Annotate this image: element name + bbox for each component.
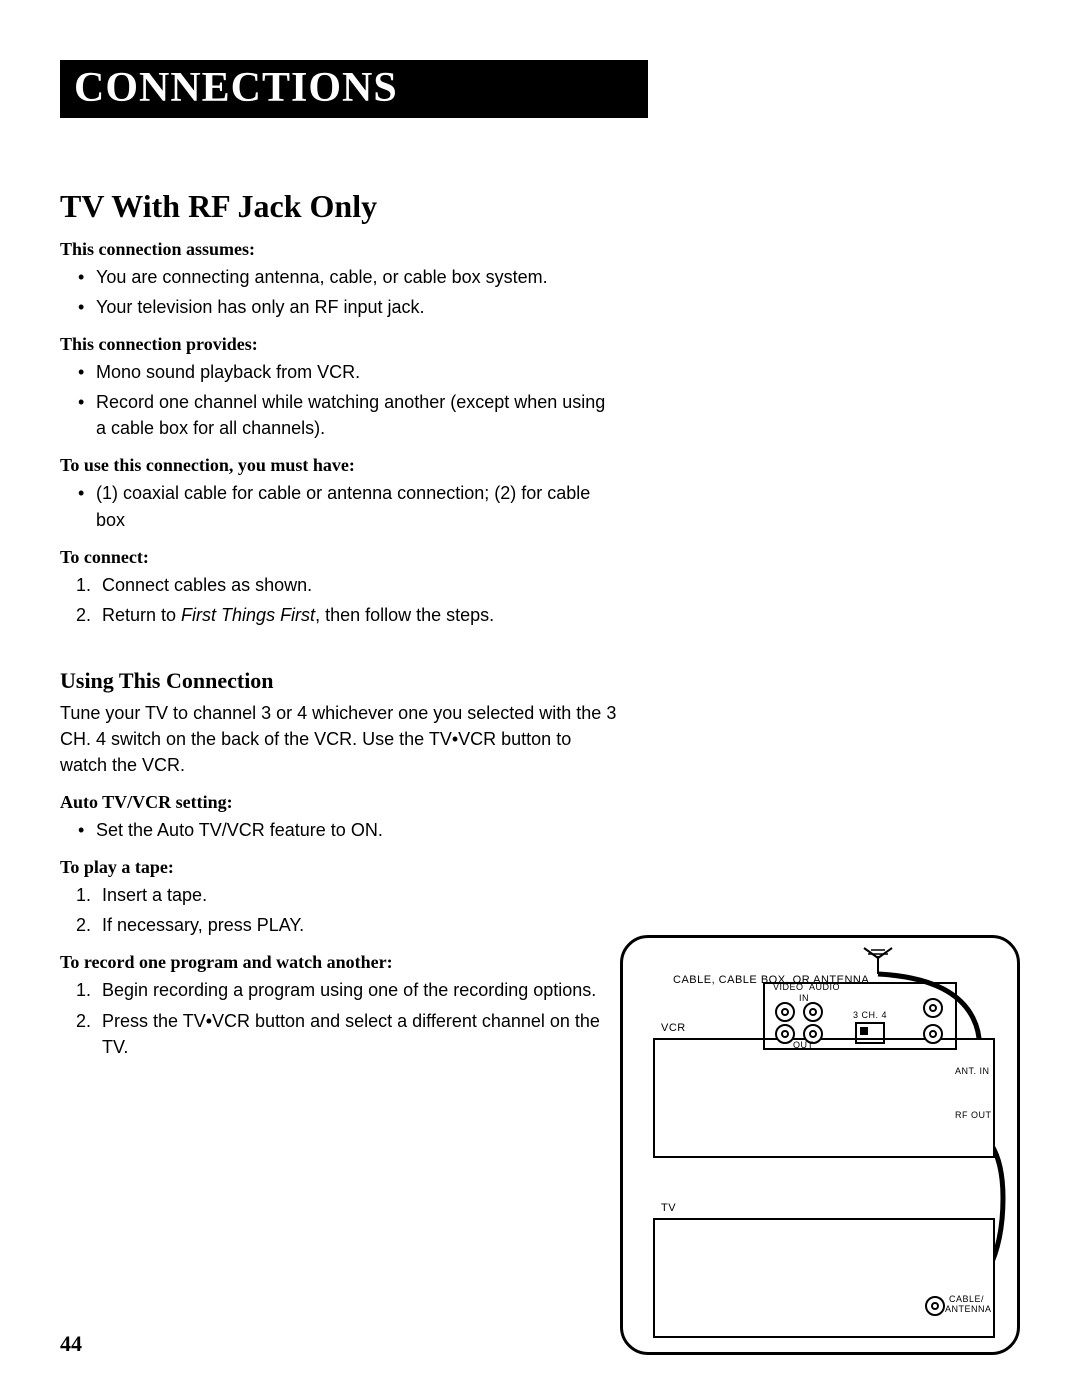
diagram-switch-label: 3 CH. 4 — [853, 1010, 887, 1020]
using-title: Using This Connection — [60, 668, 1020, 694]
list-item: (1) coaxial cable for cable or antenna c… — [78, 480, 618, 532]
must-have-list: (1) coaxial cable for cable or antenna c… — [60, 480, 618, 532]
diagram-cable-antenna-label-2: ANTENNA — [945, 1304, 992, 1314]
italic-text: First Things First — [181, 605, 315, 625]
section-title: TV With RF Jack Only — [60, 188, 1020, 225]
using-intro: Tune your TV to channel 3 or 4 whichever… — [60, 700, 620, 778]
record-watch-steps: Begin recording a program using one of t… — [60, 977, 618, 1059]
jack-icon — [923, 1024, 943, 1044]
diagram-cable-antenna-label: CABLE/ — [949, 1294, 984, 1304]
assumes-heading: This connection assumes: — [60, 239, 1020, 260]
page-number: 44 — [60, 1331, 82, 1357]
list-item: Press the TV•VCR button and select a dif… — [96, 1008, 618, 1060]
jack-icon — [775, 1024, 795, 1044]
list-item: If necessary, press PLAY. — [96, 912, 618, 938]
jack-icon — [923, 998, 943, 1018]
diagram-video-label: VIDEO — [773, 982, 804, 992]
diagram-in-label: IN — [799, 993, 809, 1003]
diagram-ant-in-label: ANT. IN — [955, 1066, 990, 1076]
auto-setting-list: Set the Auto TV/VCR feature to ON. — [60, 817, 618, 843]
assumes-list: You are connecting antenna, cable, or ca… — [60, 264, 618, 320]
list-item: Record one channel while watching anothe… — [78, 389, 618, 441]
list-item: Return to First Things First, then follo… — [96, 602, 618, 628]
chapter-header: CONNECTIONS — [60, 60, 648, 118]
jack-icon — [925, 1296, 945, 1316]
list-item: Insert a tape. — [96, 882, 618, 908]
list-item: You are connecting antenna, cable, or ca… — [78, 264, 618, 290]
step-text: Return to — [102, 605, 181, 625]
to-connect-heading: To connect: — [60, 547, 1020, 568]
provides-list: Mono sound playback from VCR. Record one… — [60, 359, 618, 441]
to-connect-steps: Connect cables as shown. Return to First… — [60, 572, 618, 628]
list-item: Mono sound playback from VCR. — [78, 359, 618, 385]
diagram-rf-out-label: RF OUT — [955, 1110, 992, 1120]
diagram-vcr-box — [653, 1038, 995, 1158]
jack-icon — [803, 1002, 823, 1022]
diagram-tv-label: TV — [661, 1202, 676, 1214]
list-item: Begin recording a program using one of t… — [96, 977, 618, 1003]
diagram-vcr-panel: VIDEO AUDIO IN OUT 3 CH. 4 — [763, 982, 957, 1050]
list-item: Set the Auto TV/VCR feature to ON. — [78, 817, 618, 843]
diagram-audio-label: AUDIO — [809, 982, 840, 992]
diagram-out-label: OUT — [793, 1040, 814, 1050]
must-have-heading: To use this connection, you must have: — [60, 455, 1020, 476]
diagram-vcr-label: VCR — [661, 1022, 686, 1034]
jack-icon — [775, 1002, 795, 1022]
auto-setting-heading: Auto TV/VCR setting: — [60, 792, 1020, 813]
diagram-tv-box — [653, 1218, 995, 1338]
list-item: Connect cables as shown. — [96, 572, 618, 598]
play-tape-steps: Insert a tape. If necessary, press PLAY. — [60, 882, 618, 938]
connection-diagram: CABLE, CABLE BOX, OR ANTENNA VCR VIDEO A… — [620, 935, 1020, 1355]
switch-icon — [855, 1022, 885, 1044]
provides-heading: This connection provides: — [60, 334, 1020, 355]
list-item: Your television has only an RF input jac… — [78, 294, 618, 320]
play-tape-heading: To play a tape: — [60, 857, 1020, 878]
step-text: , then follow the steps. — [315, 605, 494, 625]
